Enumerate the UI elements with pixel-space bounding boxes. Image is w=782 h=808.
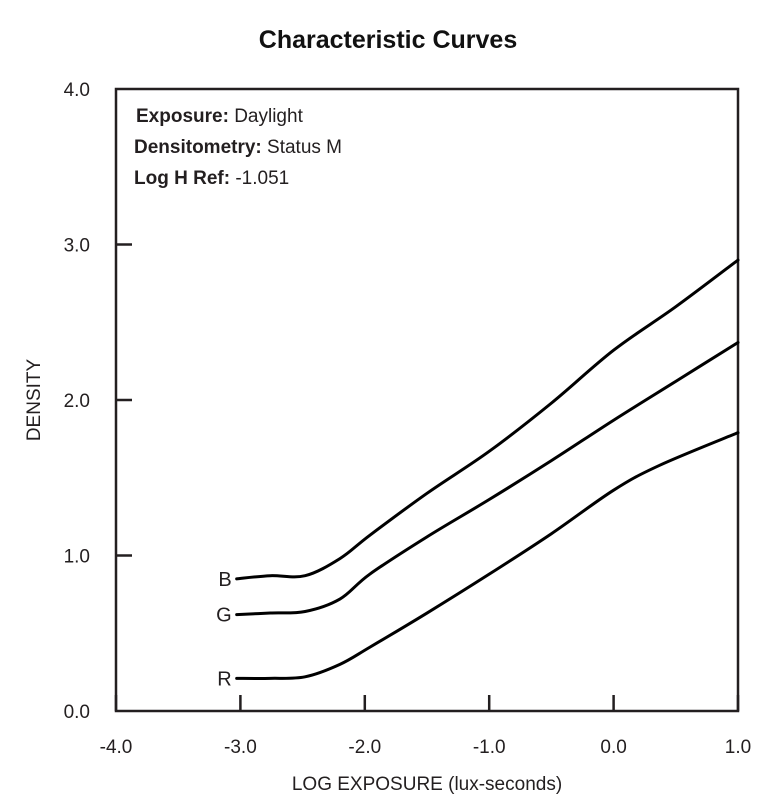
y-axis-label: DENSITY [24, 359, 45, 442]
series-label-G: G [216, 605, 232, 627]
x-axis-label: LOG EXPOSURE (lux-seconds) [292, 774, 562, 795]
annotation-value: Daylight [229, 106, 304, 127]
annotation-label: Densitometry: [134, 137, 262, 158]
x-tick-label: -4.0 [100, 737, 133, 758]
x-tick-label: -2.0 [348, 737, 381, 758]
annotation-label: Log H Ref: [134, 168, 230, 189]
annotation: Densitometry: Status M [134, 137, 342, 158]
x-tick-label: -3.0 [224, 737, 257, 758]
x-tick-label: -1.0 [473, 737, 506, 758]
annotation-label: Exposure: [136, 106, 229, 127]
x-tick-label: 0.0 [600, 737, 626, 758]
series-label-B: B [218, 569, 231, 591]
annotation: Log H Ref: -1.051 [134, 168, 289, 189]
x-tick-label: 1.0 [725, 737, 751, 758]
annotation-value: Status M [262, 137, 342, 158]
annotation-value: -1.051 [230, 168, 289, 189]
curve-B [235, 258, 740, 581]
y-tick-label: 1.0 [64, 547, 90, 568]
y-tick-label: 0.0 [64, 702, 90, 723]
annotation: Exposure: Daylight [136, 106, 304, 127]
chart-title: Characteristic Curves [259, 26, 517, 54]
y-tick-label: 2.0 [64, 391, 90, 412]
y-tick-label: 3.0 [64, 236, 90, 257]
curve-R [235, 431, 740, 680]
y-tick-label: 4.0 [64, 80, 90, 101]
curve-G [235, 340, 740, 617]
series-label-R: R [217, 668, 231, 690]
